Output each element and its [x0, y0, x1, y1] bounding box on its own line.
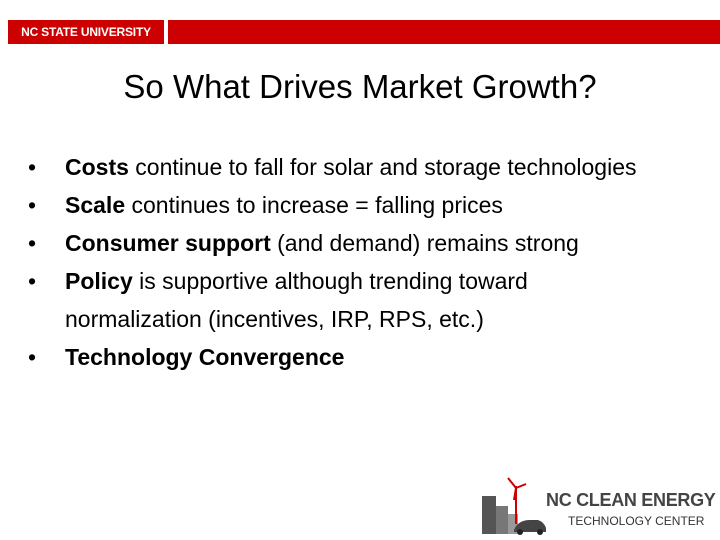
university-logo: NC STATE UNIVERSITY [8, 20, 164, 44]
bullet-list: Costs continue to fall for solar and sto… [28, 148, 668, 376]
bullet-text: (and demand) remains strong [270, 230, 579, 256]
header-bar [168, 20, 720, 44]
bullet-item: Policy is supportive although trending t… [28, 262, 668, 338]
bullet-text: continue to fall for solar and storage t… [128, 154, 637, 180]
bullet-item: Scale continues to increase = falling pr… [28, 186, 668, 224]
bullet-item: Costs continue to fall for solar and sto… [28, 148, 668, 186]
bullet-text: continues to increase = falling prices [125, 192, 503, 218]
logo-icon [482, 477, 546, 535]
slide-title: So What Drives Market Growth? [123, 68, 597, 105]
bullet-item: Consumer support (and demand) remains st… [28, 224, 668, 262]
bullet-bold: Consumer support [65, 230, 271, 256]
footer-logo: NC CLEAN ENERGY TECHNOLOGY CENTER [478, 476, 718, 536]
logo-line-2: TECHNOLOGY CENTER [568, 514, 705, 528]
logo-line-1: NC CLEAN ENERGY [546, 490, 716, 510]
bullet-bold: Technology Convergence [65, 344, 345, 370]
bullet-bold: Scale [65, 192, 126, 218]
bullet-item: Technology Convergence [28, 338, 668, 376]
bullet-text: is supportive although trending toward n… [65, 268, 528, 332]
bullet-bold: Policy [65, 268, 133, 294]
bullet-bold: Costs [65, 154, 129, 180]
